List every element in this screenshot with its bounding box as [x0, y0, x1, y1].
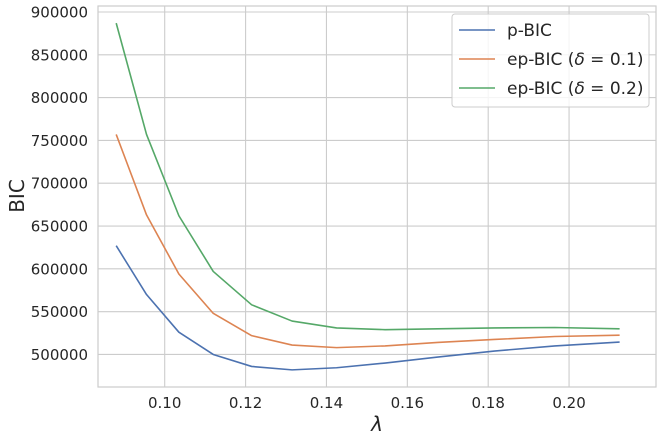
y-axis-label: BIC: [5, 179, 29, 213]
y-tick-label: 850000: [31, 46, 88, 64]
plot-frame: [97, 5, 657, 388]
y-tick-label: 500000: [31, 346, 88, 364]
legend: p-BIC ep-BIC (δ = 0.1) ep-BIC (δ = 0.2): [451, 13, 650, 108]
x-tick-label: 0.10: [148, 394, 181, 412]
series-lines: [115, 22, 620, 371]
series-line-3: [115, 22, 620, 331]
legend-box: [451, 13, 650, 108]
legend-label-3: ep-BIC (δ = 0.2): [507, 79, 644, 99]
y-tick-label: 700000: [31, 175, 88, 193]
y-tick-label: 550000: [31, 303, 88, 321]
y-tick-label: 900000: [31, 3, 88, 21]
x-tick-label: 0.20: [552, 394, 585, 412]
y-tick-label: 650000: [31, 218, 88, 236]
legend-label-1: p-BIC: [507, 21, 552, 41]
y-tick-label: 750000: [31, 132, 88, 150]
x-tick-label: 0.14: [310, 394, 343, 412]
series-line-2: [115, 134, 620, 349]
grid-lines: [98, 6, 656, 387]
x-tick-label: 0.16: [391, 394, 424, 412]
x-tick-labels: 0.10 0.12 0.14 0.16 0.18 0.20: [148, 394, 586, 412]
x-axis-label: λ: [370, 412, 383, 436]
y-tick-label: 600000: [31, 260, 88, 278]
legend-label-2: ep-BIC (δ = 0.1): [507, 50, 644, 70]
y-tick-labels: 500000 550000 600000 650000 700000 750000 8000…: [31, 3, 88, 363]
x-tick-label: 0.18: [471, 394, 504, 412]
y-tick-label: 800000: [31, 89, 88, 107]
series-line-1: [115, 245, 620, 371]
x-tick-label: 0.12: [229, 394, 262, 412]
